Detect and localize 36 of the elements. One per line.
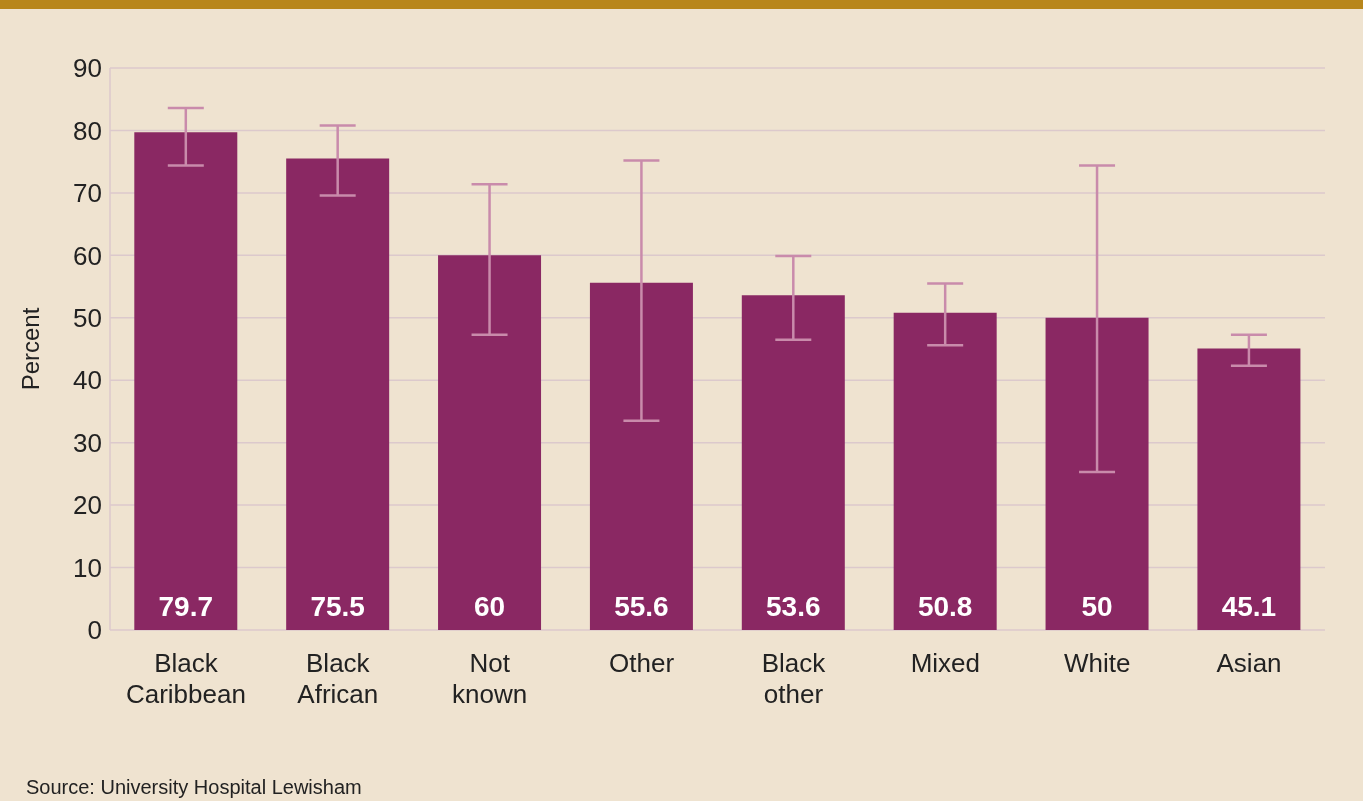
y-tick-label: 50 bbox=[73, 303, 102, 334]
y-tick-label: 0 bbox=[87, 615, 102, 646]
data-label: 50.8 bbox=[917, 591, 973, 622]
y-axis-title: Percent bbox=[16, 307, 44, 391]
source-note: Source: University Hospital Lewisham bbox=[26, 776, 362, 799]
bar bbox=[286, 158, 390, 630]
y-tick-label: 20 bbox=[73, 490, 102, 521]
data-label: 53.6 bbox=[766, 591, 821, 622]
y-tick-label: 10 bbox=[73, 552, 102, 583]
y-tick-label: 70 bbox=[73, 178, 102, 209]
x-tick-label: Mixed bbox=[910, 648, 980, 678]
bar bbox=[741, 295, 845, 630]
data-label: 60 bbox=[473, 591, 506, 622]
x-tick-label: Not known bbox=[452, 648, 528, 709]
bar bbox=[589, 282, 693, 630]
y-tick-label: 40 bbox=[73, 365, 102, 396]
bar bbox=[1045, 317, 1149, 630]
y-tick-label: 30 bbox=[73, 427, 102, 458]
x-tick-label: Black Caribbean bbox=[125, 648, 246, 709]
data-label: 75.5 bbox=[310, 591, 365, 622]
x-tick-label: Asian bbox=[1216, 648, 1282, 678]
x-tick-label: Other bbox=[609, 648, 675, 678]
bar bbox=[134, 132, 238, 630]
bar bbox=[1197, 348, 1301, 630]
data-label: 55.6 bbox=[614, 591, 669, 622]
y-tick-label: 80 bbox=[73, 115, 102, 146]
x-tick-label: White bbox=[1063, 648, 1131, 678]
y-tick-label: 60 bbox=[73, 240, 102, 271]
bar bbox=[893, 312, 997, 630]
data-label: 50 bbox=[1081, 591, 1113, 622]
x-tick-label: Black other bbox=[761, 648, 827, 709]
x-tick-label: Black African bbox=[297, 648, 379, 709]
data-label: 79.7 bbox=[158, 591, 214, 622]
y-tick-label: 90 bbox=[73, 53, 102, 84]
data-label: 45.1 bbox=[1221, 591, 1277, 622]
bar bbox=[438, 255, 542, 630]
